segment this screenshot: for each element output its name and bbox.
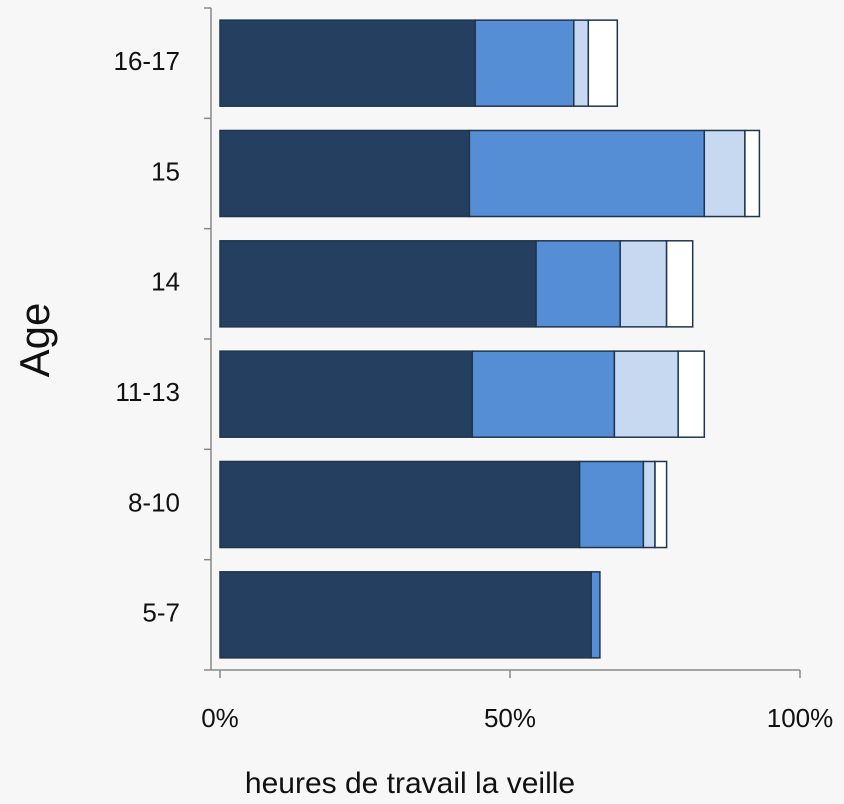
bar-segment xyxy=(590,571,601,659)
y-tick-label: 14 xyxy=(151,267,180,297)
bar-segment xyxy=(219,240,537,328)
y-tick-label: 11-13 xyxy=(115,377,180,407)
bar-segment xyxy=(535,240,621,328)
bar-segment xyxy=(642,460,656,549)
y-tick-label: 5-7 xyxy=(142,598,180,628)
bar-segment xyxy=(665,240,694,328)
y-axis-title: Age xyxy=(11,303,58,378)
bar-segment xyxy=(219,571,592,659)
bar-segment xyxy=(677,350,706,438)
bar-segment xyxy=(613,350,679,438)
y-tick-label: 15 xyxy=(151,156,180,186)
bar-segment xyxy=(619,240,668,328)
bar-segment xyxy=(219,350,474,438)
x-axis-title: heures de travail la veille xyxy=(245,767,575,800)
bar-segment xyxy=(219,19,476,107)
y-tick-label: 16-17 xyxy=(114,46,181,76)
bar-segment xyxy=(578,460,645,549)
x-tick-label: 100% xyxy=(767,703,834,733)
bar-segment xyxy=(654,460,668,549)
bar-segment xyxy=(587,19,619,107)
bar-segment xyxy=(219,129,471,218)
bar-segment xyxy=(219,460,581,549)
bar-segment xyxy=(471,350,616,438)
x-tick-label: 50% xyxy=(484,703,536,733)
x-tick-label: 0% xyxy=(201,703,239,733)
bar-segment xyxy=(573,19,590,107)
y-tick-label: 8-10 xyxy=(128,487,180,517)
bar-segment xyxy=(744,129,761,218)
bar-segment xyxy=(703,129,746,218)
bar-segment xyxy=(474,19,575,107)
bar-segment xyxy=(468,129,706,218)
